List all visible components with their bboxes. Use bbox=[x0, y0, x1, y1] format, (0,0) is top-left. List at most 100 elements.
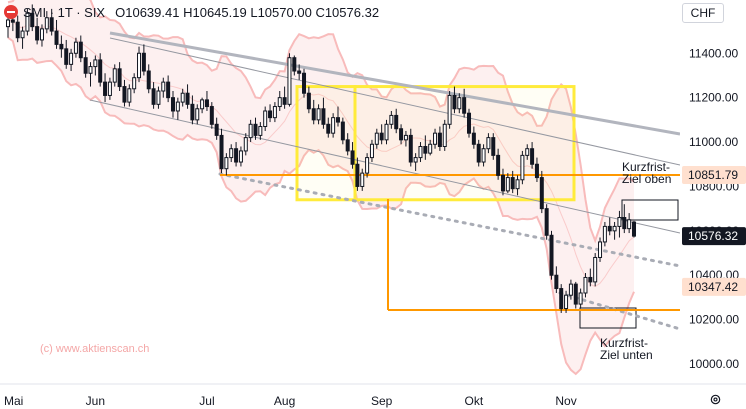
candle-body bbox=[399, 128, 404, 141]
candle-body bbox=[350, 150, 355, 165]
candle-body bbox=[568, 283, 573, 296]
candle-body bbox=[360, 172, 365, 187]
candle-body bbox=[287, 57, 292, 105]
candle-body bbox=[331, 117, 336, 134]
candle-body bbox=[151, 88, 156, 105]
candle-body bbox=[345, 139, 350, 152]
candle-body bbox=[44, 17, 49, 30]
candle-body bbox=[112, 68, 117, 83]
candle-body bbox=[103, 81, 108, 96]
candle-body bbox=[394, 114, 399, 130]
price-label-bg bbox=[682, 227, 746, 246]
y-tick-label: 11000.00 bbox=[689, 135, 738, 149]
candle-body bbox=[365, 157, 370, 174]
candle-body bbox=[413, 157, 418, 163]
candle-body bbox=[447, 94, 452, 125]
price-label-bg bbox=[682, 165, 746, 184]
candle-body bbox=[15, 21, 20, 39]
candle-body bbox=[311, 108, 316, 121]
candle-body bbox=[452, 94, 457, 110]
candle-body bbox=[578, 292, 583, 305]
candle-body bbox=[418, 145, 423, 159]
candles bbox=[5, 4, 637, 313]
trendline-channel-lower bbox=[89, 99, 681, 234]
time-axis: Mai Jun Jul Aug Sep Okt Nov bbox=[0, 383, 746, 408]
candle-body bbox=[302, 72, 307, 94]
candle-body bbox=[282, 97, 287, 105]
price-axis-background bbox=[680, 0, 746, 409]
candle-body bbox=[306, 92, 311, 110]
candle-body bbox=[54, 30, 59, 45]
candle-body bbox=[389, 114, 394, 125]
candle-body bbox=[379, 132, 384, 141]
candle-body bbox=[374, 132, 379, 145]
candle-body bbox=[137, 52, 142, 79]
candle-body bbox=[403, 134, 408, 141]
candle-body bbox=[141, 52, 146, 72]
candle-body bbox=[297, 70, 302, 74]
candle-body bbox=[384, 123, 389, 141]
candle-body bbox=[588, 276, 593, 283]
candle-body bbox=[5, 19, 11, 28]
symbol-name[interactable]: SMI · 1T · SIX bbox=[23, 4, 106, 20]
candle-body bbox=[544, 208, 549, 236]
candle-body bbox=[69, 52, 74, 65]
band-upper bbox=[7, 0, 635, 244]
price-label: 10347.42 bbox=[688, 280, 738, 294]
candle-body bbox=[505, 177, 510, 192]
candle-body bbox=[335, 117, 340, 123]
candle-body bbox=[617, 217, 622, 227]
currency-button[interactable]: CHF bbox=[682, 3, 724, 23]
candle-body bbox=[462, 97, 467, 114]
candle-body bbox=[326, 123, 331, 134]
trendline-channel-upper bbox=[109, 37, 681, 166]
trendline-upper bbox=[109, 31, 681, 136]
candle-body bbox=[292, 57, 297, 72]
price-axis: 10000.0010200.0010400.0010600.0010800.00… bbox=[680, 0, 746, 409]
candle-body bbox=[583, 276, 588, 294]
candle-body bbox=[219, 134, 224, 170]
candle-body bbox=[248, 123, 253, 139]
candle-body bbox=[180, 92, 185, 103]
candle-body bbox=[457, 97, 462, 110]
settings-gear-icon[interactable] bbox=[709, 393, 722, 406]
open-value: 10639.41 bbox=[125, 4, 180, 20]
target-down-line1: Kurzfrist- bbox=[600, 336, 648, 350]
ohlc-readout: O10639.41 H10645.19 L10570.00 C10576.32 bbox=[115, 5, 379, 20]
candle-body bbox=[520, 154, 525, 181]
candle-body bbox=[423, 145, 428, 154]
candle-body bbox=[500, 174, 505, 192]
x-tick-label: Okt bbox=[465, 394, 484, 408]
price-label: 10851.79 bbox=[688, 168, 738, 182]
candle-body bbox=[549, 234, 554, 276]
candle-body bbox=[238, 150, 243, 163]
candle-body bbox=[554, 274, 559, 290]
bollinger-bands bbox=[7, 0, 635, 376]
close-label: C bbox=[315, 4, 325, 20]
target-down-line2: Ziel unten bbox=[600, 348, 653, 362]
candle-body bbox=[209, 106, 214, 125]
low-value: 10570.00 bbox=[257, 4, 312, 20]
candle-body bbox=[593, 256, 598, 283]
candle-body bbox=[253, 123, 258, 136]
candle-body bbox=[185, 92, 190, 105]
candle-body bbox=[88, 66, 93, 74]
candle-body bbox=[30, 12, 35, 28]
target-up-label: Kurzfrist- Ziel oben bbox=[622, 161, 671, 185]
candle-body bbox=[607, 225, 612, 232]
candle-body bbox=[486, 137, 491, 150]
candle-body bbox=[573, 283, 578, 305]
candle-body bbox=[598, 241, 603, 258]
candle-body bbox=[340, 121, 345, 141]
candle-body bbox=[10, 19, 15, 23]
candle-body bbox=[161, 81, 166, 92]
candle-body bbox=[530, 148, 535, 165]
candle-body bbox=[98, 59, 103, 83]
candle-body bbox=[73, 41, 78, 54]
candle-body bbox=[496, 154, 501, 176]
candle-body bbox=[321, 108, 326, 125]
band-lower bbox=[7, 36, 635, 376]
candle-body bbox=[491, 137, 496, 156]
x-tick-label: Jul bbox=[199, 394, 214, 408]
